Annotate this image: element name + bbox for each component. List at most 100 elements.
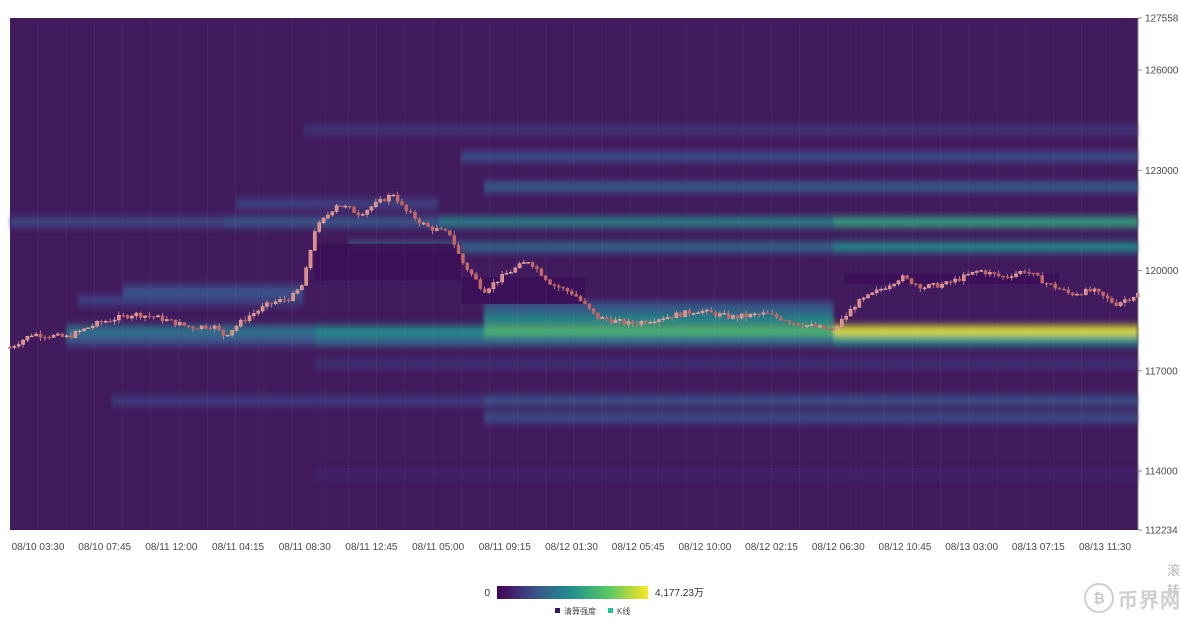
candle-211 <box>927 283 931 289</box>
candle-217 <box>953 275 957 285</box>
candle-119 <box>526 261 531 264</box>
candle-237 <box>1040 272 1044 284</box>
candle-14 <box>69 332 73 339</box>
candle-body-146 <box>644 321 648 324</box>
candle-body-111 <box>491 282 496 290</box>
candle-body-242 <box>1062 289 1066 291</box>
candle-body-169 <box>744 313 748 318</box>
candle-body-67 <box>299 285 304 291</box>
heatmap-band-6 <box>122 285 304 296</box>
candle-209 <box>918 283 923 293</box>
candle-234 <box>1027 268 1031 276</box>
candle-140 <box>617 316 622 324</box>
candle-81 <box>360 212 365 217</box>
candle-body-239 <box>1049 283 1053 285</box>
candle-body-8 <box>43 336 47 339</box>
candle-body-145 <box>639 321 644 325</box>
candle-183 <box>805 325 809 330</box>
candle-112 <box>495 281 500 286</box>
candle-body-0 <box>8 347 12 349</box>
bitcoin-coin-icon: ₿ <box>1084 583 1114 613</box>
candle-84 <box>374 198 378 209</box>
candle-239 <box>1049 282 1053 286</box>
candle-42 <box>191 325 195 332</box>
heatmap-band-3 <box>833 217 1138 228</box>
candle-83 <box>369 205 374 213</box>
candle-240 <box>1053 281 1058 291</box>
y-tick-label-0: 112234 <box>1145 526 1178 537</box>
heatmap-band-18 <box>483 395 1138 406</box>
candle-25 <box>117 311 121 324</box>
candle-body-40 <box>182 322 187 326</box>
x-tick-label-4: 08/11 08:30 <box>279 542 332 553</box>
x-tick-label-11: 08/12 02:15 <box>745 542 798 553</box>
candle-body-180 <box>792 322 796 324</box>
candle-body-112 <box>495 281 500 284</box>
series-legend[interactable]: 清算强度 K线 <box>555 606 630 616</box>
candle-212 <box>931 282 936 288</box>
candle-229 <box>1005 273 1010 280</box>
candle-body-217 <box>953 278 957 283</box>
candle-body-50 <box>225 334 230 337</box>
candle-138 <box>609 316 613 325</box>
side-watermark-text: 滚转 <box>1167 564 1181 599</box>
candle-body-47 <box>212 325 217 329</box>
candle-body-232 <box>1018 271 1023 274</box>
legend-label-kline[interactable]: K线 <box>617 606 630 616</box>
candle-13 <box>64 334 69 339</box>
candle-body-139 <box>613 319 618 323</box>
candle-body-181 <box>796 322 801 326</box>
candle-121 <box>535 264 539 273</box>
candle-body-107 <box>474 273 478 280</box>
candle-body-99 <box>439 228 443 230</box>
candle-93 <box>413 210 417 222</box>
candle-178 <box>783 319 788 322</box>
candle-body-201 <box>883 288 888 290</box>
legend-label-liquidation[interactable]: 清算强度 <box>564 606 596 616</box>
candle-45 <box>204 323 208 330</box>
candle-142 <box>626 318 631 328</box>
candle-body-98 <box>435 228 439 231</box>
candle-body-147 <box>648 322 653 324</box>
candle-113 <box>500 270 504 285</box>
candle-body-206 <box>905 275 909 279</box>
candle-69 <box>308 249 313 271</box>
candle-body-176 <box>774 314 779 318</box>
candle-body-51 <box>230 330 234 336</box>
candle-body-208 <box>914 283 918 286</box>
candle-body-210 <box>922 287 927 290</box>
candle-body-209 <box>918 284 923 289</box>
candle-body-228 <box>1001 275 1005 278</box>
color-scale-legend: 0 4,177.23万 <box>484 586 704 599</box>
candle-body-158 <box>696 312 700 315</box>
candle-28 <box>130 314 134 321</box>
candle-body-240 <box>1053 283 1058 289</box>
candle-190 <box>835 324 840 332</box>
candle-body-57 <box>256 310 261 314</box>
candle-body-39 <box>178 322 182 326</box>
candle-253 <box>1110 296 1114 304</box>
candle-body-62 <box>278 299 282 302</box>
candle-20 <box>95 319 99 328</box>
candle-body-229 <box>1005 276 1010 278</box>
x-tick-label-0: 08/10 03:30 <box>12 542 65 553</box>
candle-body-211 <box>927 284 931 289</box>
candle-body-191 <box>840 319 844 327</box>
candle-163 <box>718 311 722 320</box>
candle-body-6 <box>34 333 38 337</box>
candle-body-160 <box>705 309 709 312</box>
candle-body-3 <box>21 339 25 345</box>
candle-96 <box>426 221 430 228</box>
candle-85 <box>378 195 382 204</box>
candle-233 <box>1022 269 1027 275</box>
candle-58 <box>260 302 265 314</box>
heatmap-band-1 <box>224 217 439 228</box>
candle-226 <box>992 271 997 278</box>
heatmap-band-8 <box>483 302 834 313</box>
heatmap-band-5 <box>833 242 1138 253</box>
candle-124 <box>548 278 552 285</box>
candle-243 <box>1066 286 1071 295</box>
candle-body-4 <box>25 336 30 341</box>
candle-55 <box>247 312 252 324</box>
candle-181 <box>796 322 801 326</box>
